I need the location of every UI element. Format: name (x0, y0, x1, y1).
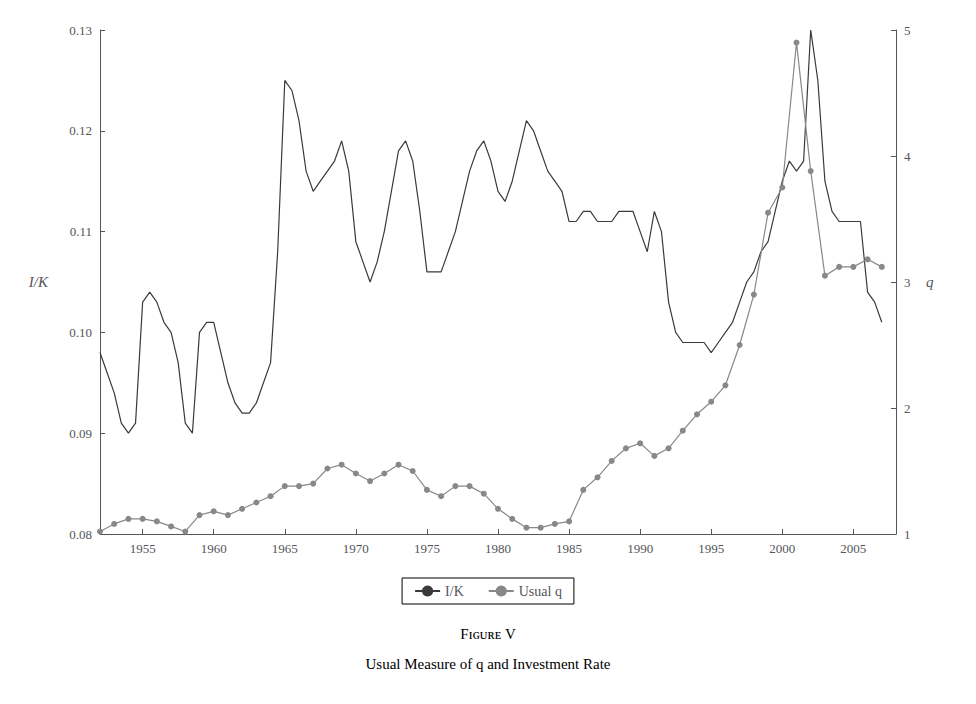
svg-text:1955: 1955 (130, 541, 156, 556)
svg-text:1980: 1980 (485, 541, 511, 556)
svg-text:1990: 1990 (627, 541, 653, 556)
svg-text:1985: 1985 (556, 541, 582, 556)
svg-text:1: 1 (904, 527, 911, 542)
svg-text:0.13: 0.13 (69, 23, 92, 38)
svg-text:Fɪɢᴜʀᴇ V: Fɪɢᴜʀᴇ V (460, 626, 516, 642)
svg-text:1975: 1975 (414, 541, 440, 556)
svg-text:0.11: 0.11 (70, 224, 92, 239)
svg-text:q: q (926, 274, 934, 290)
svg-text:1995: 1995 (698, 541, 724, 556)
svg-text:0.10: 0.10 (69, 325, 92, 340)
svg-text:0.08: 0.08 (69, 527, 92, 542)
svg-text:2005: 2005 (840, 541, 866, 556)
svg-text:I/K: I/K (28, 274, 49, 290)
svg-text:Usual q: Usual q (519, 584, 562, 599)
svg-text:2000: 2000 (769, 541, 795, 556)
svg-text:5: 5 (904, 23, 911, 38)
svg-text:I/K: I/K (445, 584, 464, 599)
svg-text:0.09: 0.09 (69, 426, 92, 441)
svg-text:3: 3 (904, 275, 911, 290)
svg-text:1970: 1970 (343, 541, 369, 556)
svg-text:2: 2 (904, 401, 911, 416)
svg-text:1965: 1965 (272, 541, 298, 556)
svg-text:1960: 1960 (201, 541, 227, 556)
svg-text:Usual Measure of q and Investm: Usual Measure of q and Investment Rate (366, 656, 611, 672)
svg-text:4: 4 (904, 149, 911, 164)
svg-text:0.12: 0.12 (69, 123, 92, 138)
